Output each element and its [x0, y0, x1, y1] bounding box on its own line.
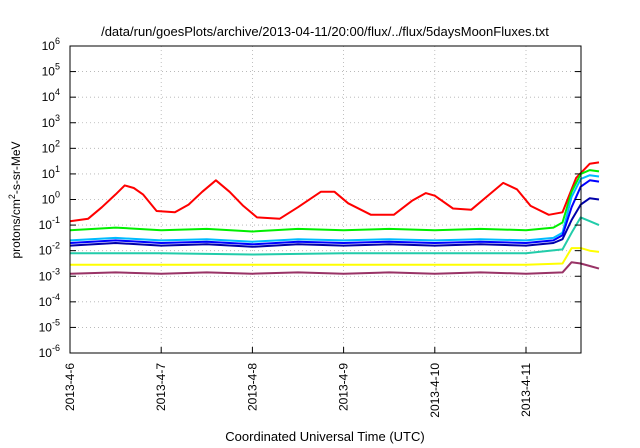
y-tick-base: 10 — [39, 320, 53, 334]
series-line-4 — [69, 179, 600, 246]
y-tick-exp: -5 — [52, 317, 60, 327]
y-axis-label-rest: -s-sr-MeV — [9, 141, 23, 194]
y-tick-base: 10 — [39, 218, 53, 232]
y-tick-label: 10-3 — [39, 266, 60, 283]
series-line-1 — [69, 161, 600, 223]
y-tick-label: 101 — [42, 164, 60, 181]
x-tick-label: 2013-4-10 — [428, 363, 442, 418]
y-tick-exp: 1 — [55, 164, 60, 174]
y-tick-exp: -1 — [52, 215, 60, 225]
x-tick-label: 2013-4-9 — [337, 363, 351, 411]
y-tick-label: 10-2 — [39, 241, 60, 258]
y-tick-base: 10 — [42, 141, 56, 155]
y-tick-base: 10 — [42, 39, 56, 53]
y-tick-exp: 4 — [55, 87, 60, 97]
y-tick-label: 104 — [42, 87, 60, 104]
y-tick-label: 103 — [42, 113, 60, 130]
y-tick-exp: -4 — [52, 292, 60, 302]
y-tick-base: 10 — [42, 167, 56, 181]
y-axis: 10610510410310210110010-110-210-310-410-… — [39, 36, 581, 360]
y-tick-exp: 3 — [55, 113, 60, 123]
y-tick-exp: -3 — [52, 266, 60, 276]
y-tick-label: 105 — [42, 62, 60, 79]
y-tick-base: 10 — [39, 346, 53, 360]
y-tick-exp: 5 — [55, 62, 60, 72]
series-line-7 — [70, 247, 600, 266]
y-tick-exp: 6 — [55, 36, 60, 46]
series-line-5 — [69, 197, 600, 248]
y-tick-label: 10-6 — [39, 343, 60, 360]
y-tick-exp: -6 — [52, 343, 60, 353]
y-tick-base: 10 — [42, 90, 56, 104]
x-tick-label: 2013-4-6 — [63, 363, 77, 411]
y-tick-exp: 0 — [55, 190, 60, 200]
y-tick-exp: 2 — [55, 138, 60, 148]
x-tick-label: 2013-4-7 — [154, 363, 168, 411]
y-tick-base: 10 — [39, 269, 53, 283]
y-tick-label: 10-1 — [39, 215, 60, 232]
x-tick-label: 2013-4-8 — [245, 363, 259, 411]
x-tick-label: 2013-4-11 — [519, 363, 533, 417]
y-tick-base: 10 — [39, 244, 53, 258]
y-tick-exp: -2 — [52, 241, 60, 251]
y-axis-label: protons/cm2-s-sr-MeV — [7, 141, 23, 258]
y-tick-base: 10 — [42, 193, 56, 207]
series-line-8 — [69, 261, 600, 275]
y-tick-label: 106 — [42, 36, 60, 53]
y-axis-label-sup: 2 — [7, 194, 17, 199]
y-tick-base: 10 — [42, 116, 56, 130]
x-axis: 2013-4-6 2013-4-7 2013-4-8 2013-4-9 2013-4-1… — [63, 347, 533, 418]
series-line-6 — [70, 216, 600, 256]
y-tick-base: 10 — [39, 295, 53, 309]
y-tick-base: 10 — [42, 65, 56, 79]
y-tick-label: 10-4 — [39, 292, 60, 309]
series-line-2 — [69, 169, 600, 233]
series-lines — [69, 161, 600, 275]
y-tick-label: 102 — [42, 138, 60, 155]
chart-title: /data/run/goesPlots/archive/2013-04-11/2… — [101, 24, 549, 39]
y-tick-label: 10-5 — [39, 317, 60, 334]
y-tick-label: 100 — [42, 190, 60, 207]
series-line-3 — [69, 174, 600, 243]
x-axis-label: Coordinated Universal Time (UTC) — [225, 429, 424, 444]
y-axis-label-base: protons/cm — [9, 199, 23, 258]
